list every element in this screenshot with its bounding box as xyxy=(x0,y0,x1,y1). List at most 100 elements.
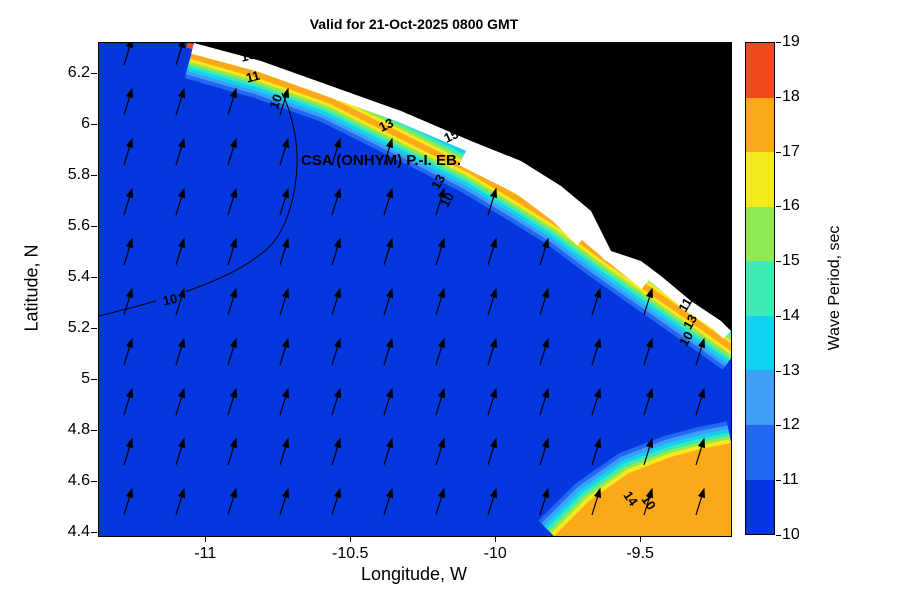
colorbar-band xyxy=(746,206,774,262)
wave-arrow xyxy=(175,43,186,66)
wave-arrow xyxy=(175,237,186,266)
wave-arrow xyxy=(383,387,394,416)
contour-label: 10 xyxy=(266,92,285,111)
wave-arrow xyxy=(227,487,238,516)
wave-arrow xyxy=(227,387,238,416)
wave-arrow xyxy=(539,487,550,516)
colorbar-tick-mark xyxy=(776,96,781,98)
contour-label-mask xyxy=(156,291,186,308)
wave-arrow xyxy=(331,487,342,516)
wave-arrow xyxy=(123,87,134,116)
station-annotation: CSA (ONHYM) P.-I. EB. xyxy=(301,152,461,169)
x-tick-mark xyxy=(640,536,642,542)
wave-arrow xyxy=(227,287,238,316)
y-axis-tick-label: 5 xyxy=(81,370,90,388)
colorbar-tick-mark xyxy=(776,206,781,208)
y-tick-mark xyxy=(91,481,97,483)
map-svg: CSA (ONHYM) P.-I. EB.1016111013151310111… xyxy=(98,42,732,537)
colorbar-tick-label: 11 xyxy=(782,471,799,489)
contour-label: 13 xyxy=(680,312,700,332)
x-tick-mark xyxy=(350,536,352,542)
contour-label: 10 xyxy=(638,492,659,512)
y-axis-tick-label: 4.8 xyxy=(67,421,90,439)
wave-arrow xyxy=(643,387,654,416)
wave-arrow xyxy=(123,387,134,416)
wave-arrow xyxy=(435,387,446,416)
colorbar-tick-label: 10 xyxy=(782,526,800,543)
wave-arrow xyxy=(383,337,394,366)
wave-arrow xyxy=(487,337,498,366)
x-tick-mark xyxy=(495,536,497,542)
colorbar-tick-mark xyxy=(776,480,781,482)
y-tick-mark xyxy=(91,72,97,74)
colorbar-tick-label: 16 xyxy=(782,197,800,215)
y-tick-mark xyxy=(91,532,97,534)
y-axis-tick-label: 4.6 xyxy=(67,472,90,490)
colorbar-band xyxy=(746,97,774,153)
colorbar-tick-mark xyxy=(776,42,781,43)
wave-arrow xyxy=(435,437,446,466)
wave-arrow xyxy=(383,287,394,316)
wave-arrow xyxy=(591,337,602,366)
colorbar-band xyxy=(746,315,774,371)
wave-arrow xyxy=(695,387,706,416)
x-axis-tick-label: -10 xyxy=(483,545,507,562)
wave-arrow xyxy=(591,487,602,516)
wave-arrow xyxy=(279,337,290,366)
wave-arrow xyxy=(643,437,654,466)
colorbar-tick-label: 13 xyxy=(782,361,800,379)
colorbar-tick-label: 19 xyxy=(782,33,800,50)
contour-label: 11 xyxy=(675,295,695,314)
colorbar-band xyxy=(746,370,774,425)
wave-arrow xyxy=(175,137,186,166)
y-axis-tick-label: 5.2 xyxy=(67,319,90,337)
y-axis-label: Latitude, N xyxy=(21,244,42,332)
wave-direction-arrows xyxy=(123,43,706,516)
wave-arrow xyxy=(591,287,602,316)
wave-arrow xyxy=(227,137,238,166)
contour-label: 10 xyxy=(437,190,457,210)
x-tick-mark xyxy=(205,536,207,542)
wave-arrow xyxy=(279,287,290,316)
contour-label: 10 xyxy=(676,329,696,349)
colorbar-label: Wave Period, sec xyxy=(826,225,843,351)
colorbar-tick-mark xyxy=(776,151,781,153)
wave-arrow xyxy=(539,337,550,366)
wave-arrow xyxy=(591,387,602,416)
wave-arrow xyxy=(175,187,186,216)
y-axis-tick-label: 5.6 xyxy=(67,216,90,234)
wave-arrow xyxy=(279,487,290,516)
y-axis-tick-label: 4.4 xyxy=(67,523,90,541)
wave-arrow xyxy=(175,87,186,116)
colorbar xyxy=(745,42,775,535)
colorbar-tick-mark xyxy=(776,370,781,372)
plot-title: Valid for 21-Oct-2025 0800 GMT xyxy=(309,16,519,32)
wave-arrow xyxy=(227,237,238,266)
wave-arrow xyxy=(279,87,290,116)
wave-arrow xyxy=(227,437,238,466)
y-axis-tick-label: 5.4 xyxy=(67,268,90,285)
wave-arrow xyxy=(695,437,706,466)
y-tick-mark xyxy=(91,430,97,432)
wave-arrow xyxy=(695,487,706,516)
wave-arrow xyxy=(539,437,550,466)
x-axis-label: Longitude, W xyxy=(360,564,468,584)
colorbar-tick-label: 14 xyxy=(782,306,800,324)
colorbar-tick-mark xyxy=(776,315,781,317)
wave-arrow xyxy=(175,287,186,316)
contour-label: 11 xyxy=(244,68,261,86)
wave-arrow xyxy=(383,237,394,266)
colorbar-tick-mark xyxy=(776,535,781,536)
colorbar-tick-label: 12 xyxy=(782,416,800,434)
colorbar-band xyxy=(746,43,774,98)
wave-arrow xyxy=(331,437,342,466)
wave-arrow xyxy=(123,487,134,516)
wave-arrow xyxy=(331,187,342,216)
wave-arrow xyxy=(435,187,446,216)
wave-arrow xyxy=(331,287,342,316)
corner-high-period-fill xyxy=(554,443,731,536)
wave-arrow xyxy=(539,387,550,416)
wave-arrow xyxy=(487,487,498,516)
colorbar-tick-label: 15 xyxy=(782,252,800,270)
